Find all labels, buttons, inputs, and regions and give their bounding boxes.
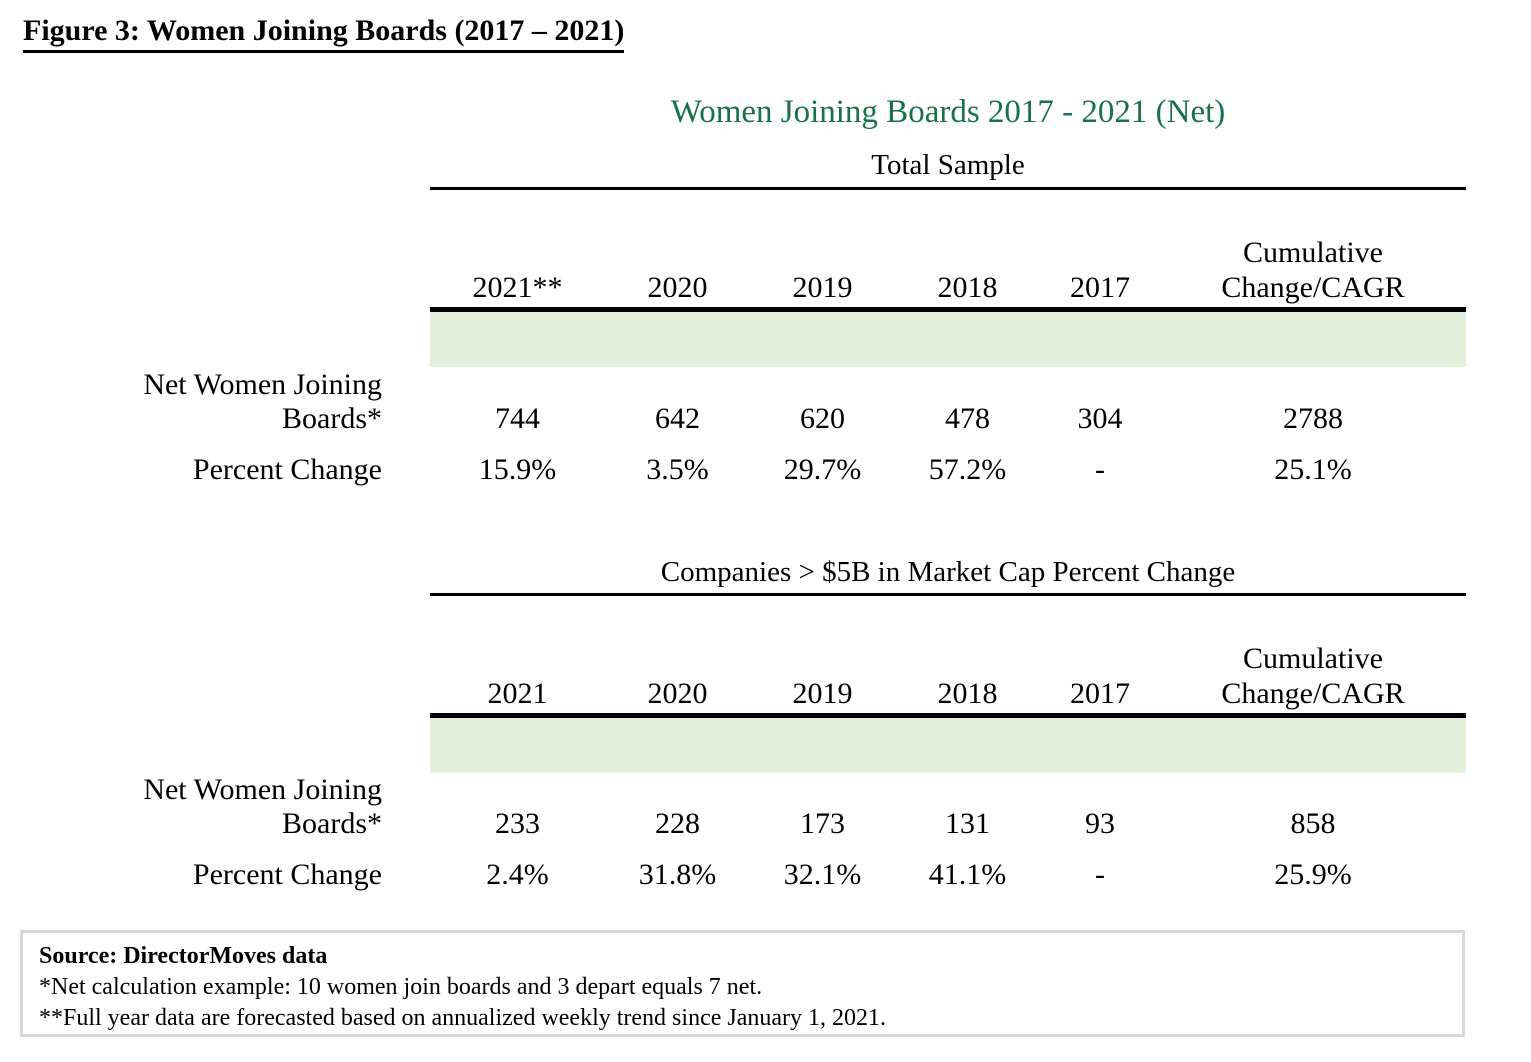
table1-year-header: 2018: [937, 271, 998, 304]
table2-year-header: 2021: [487, 677, 548, 710]
table-cell: 31.8%: [638, 858, 717, 891]
table2-cumulative-header: Cumulative Change/CAGR: [1160, 641, 1466, 711]
source-note-box: Source: DirectorMoves data *Net calculat…: [20, 930, 1465, 1037]
table2-year-header: 2017: [1070, 677, 1130, 710]
section-title-5b-market-cap: Companies > $5B in Market Cap Percent Ch…: [660, 556, 1236, 588]
footnote-forecast: **Full year data are forecasted based on…: [39, 1005, 887, 1031]
table2-year-header: 2019: [792, 677, 853, 710]
table1-header-row: 2021** 2020 2019 2018 2017 Cumulative Ch…: [0, 235, 1466, 305]
table1-green-band: [430, 312, 1466, 367]
row-label: Percent Change: [192, 453, 382, 486]
table1-row-percent-change: Percent Change 15.9% 3.5% 29.7% 57.2% - …: [0, 453, 1466, 487]
table-cell: 15.9%: [478, 453, 557, 486]
table1-row-net-women: Net Women Joining Boards* 744 642 620 47…: [0, 368, 1466, 436]
table1-year-header: 2020: [647, 271, 708, 304]
table-cell: 2788: [1283, 402, 1343, 435]
source-line: Source: DirectorMoves data: [39, 943, 328, 969]
table-cell: 25.9%: [1274, 858, 1352, 891]
table2-header-rule: [430, 713, 1466, 718]
table-cell: 620: [800, 402, 845, 435]
row-label: Net Women Joining Boards*: [143, 368, 382, 435]
cumulative-header-line1: Cumulative: [1243, 236, 1383, 269]
table-cell: 3.5%: [646, 453, 709, 486]
table-cell: 2.4%: [486, 858, 549, 891]
rule-under-section-2: [430, 593, 1466, 596]
row-label: Net Women Joining Boards*: [143, 773, 382, 840]
table2-row-percent-change: Percent Change 2.4% 31.8% 32.1% 41.1% - …: [0, 858, 1466, 892]
table-cell: -: [1095, 453, 1105, 486]
table-cell: -: [1095, 858, 1105, 891]
table-cell: 41.1%: [928, 858, 1007, 891]
footnote-net-calculation: *Net calculation example: 10 women join …: [39, 974, 763, 1000]
table-cell: 233: [495, 807, 540, 840]
table-cell: 29.7%: [783, 453, 862, 486]
section-title-total-sample: Total Sample: [871, 149, 1025, 181]
table-cell: 131: [945, 807, 990, 840]
table1-header-rule: [430, 307, 1466, 312]
table-cell: 93: [1085, 807, 1115, 840]
table2-year-header: 2018: [937, 677, 998, 710]
rule-under-section-1: [430, 187, 1466, 190]
row-label: Percent Change: [192, 858, 382, 891]
table2-header-row: 2021 2020 2019 2018 2017 Cumulative Chan…: [0, 641, 1466, 711]
table-cell: 744: [495, 402, 540, 435]
table-cell: 228: [655, 807, 700, 840]
table2-year-header: 2020: [647, 677, 708, 710]
table1-cumulative-header: Cumulative Change/CAGR: [1160, 235, 1466, 305]
figure-caption: Figure 3: Women Joining Boards (2017 – 2…: [23, 14, 625, 53]
table-cell: 858: [1290, 807, 1336, 840]
cumulative-header-line2: Change/CAGR: [1221, 271, 1405, 304]
table1-year-header: 2021**: [472, 271, 563, 304]
table2-row-net-women: Net Women Joining Boards* 233 228 173 13…: [0, 773, 1466, 841]
table-cell: 32.1%: [783, 858, 862, 891]
table-cell: 642: [655, 402, 700, 435]
table2-green-band: [430, 718, 1466, 773]
chart-title: Women Joining Boards 2017 - 2021 (Net): [670, 94, 1226, 130]
table1-year-header: 2019: [792, 271, 853, 304]
table1-year-header: 2017: [1070, 271, 1130, 304]
table-cell: 25.1%: [1274, 453, 1352, 486]
table-cell: 57.2%: [928, 453, 1007, 486]
cumulative-header-line2: Change/CAGR: [1221, 677, 1405, 710]
cumulative-header-line1: Cumulative: [1243, 642, 1383, 675]
table-cell: 304: [1077, 402, 1123, 435]
table-cell: 478: [945, 402, 990, 435]
table-cell: 173: [800, 807, 845, 840]
figure-caption-text: Figure 3: Women Joining Boards (2017 – 2…: [23, 14, 625, 53]
